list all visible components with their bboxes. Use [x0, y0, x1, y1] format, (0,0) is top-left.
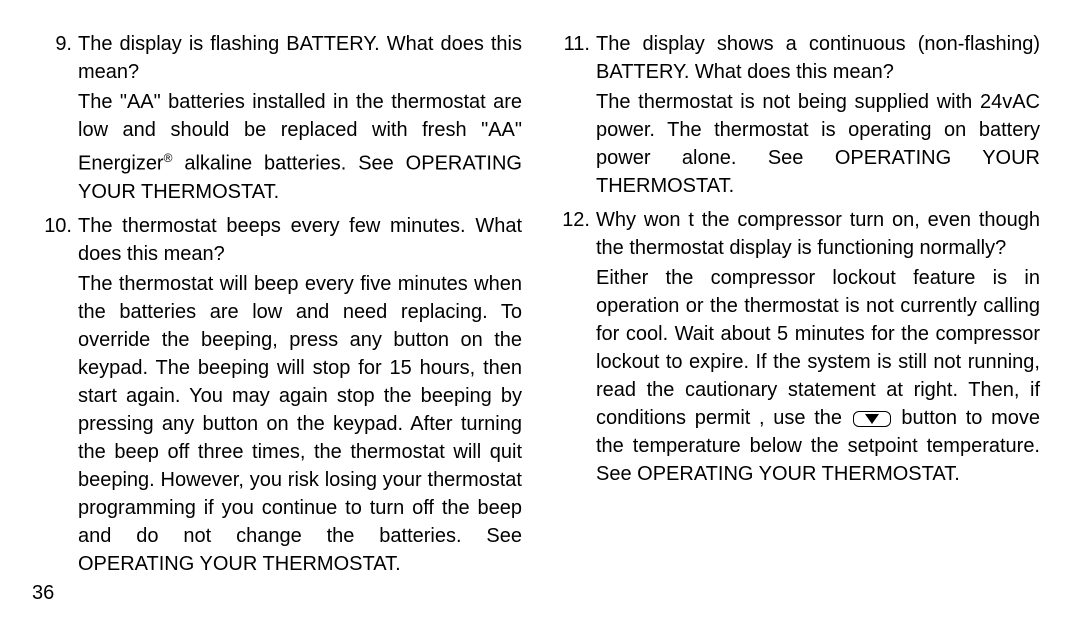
- faq-item-12: 12. Why won t the compressor turn on, ev…: [550, 206, 1040, 488]
- item-content: The display is flashing BATTERY. What do…: [78, 30, 522, 206]
- answer-text: The thermostat is not being supplied wit…: [596, 88, 1040, 200]
- left-column: 9. The display is flashing BATTERY. What…: [32, 30, 522, 584]
- down-arrow-button-icon: [853, 411, 891, 427]
- question-text: The display is flashing BATTERY. What do…: [78, 30, 522, 86]
- answer-text: The thermostat will beep every five minu…: [78, 270, 522, 578]
- faq-item-10: 10. The thermostat beeps every few minut…: [32, 212, 522, 578]
- item-number: 9.: [32, 30, 78, 206]
- faq-item-9: 9. The display is flashing BATTERY. What…: [32, 30, 522, 206]
- faq-item-11: 11. The display shows a continuous (non-…: [550, 30, 1040, 200]
- page-number: 36: [32, 582, 54, 605]
- item-content: The display shows a continuous (non-flas…: [596, 30, 1040, 200]
- answer-text: The "AA" batteries installed in the ther…: [78, 88, 522, 206]
- manual-page: 9. The display is flashing BATTERY. What…: [0, 0, 1080, 623]
- question-text: The display shows a continuous (non-flas…: [596, 30, 1040, 86]
- item-content: Why won t the compressor turn on, even t…: [596, 206, 1040, 488]
- question-text: Why won t the compressor turn on, even t…: [596, 206, 1040, 262]
- answer-text: Either the compressor lockout feature is…: [596, 264, 1040, 488]
- item-number: 12.: [550, 206, 596, 488]
- item-number: 11.: [550, 30, 596, 200]
- question-text: The thermostat beeps every few minutes. …: [78, 212, 522, 268]
- item-number: 10.: [32, 212, 78, 578]
- two-column-layout: 9. The display is flashing BATTERY. What…: [32, 30, 1040, 584]
- right-column: 11. The display shows a continuous (non-…: [550, 30, 1040, 584]
- registered-symbol: ®: [164, 151, 173, 165]
- item-content: The thermostat beeps every few minutes. …: [78, 212, 522, 578]
